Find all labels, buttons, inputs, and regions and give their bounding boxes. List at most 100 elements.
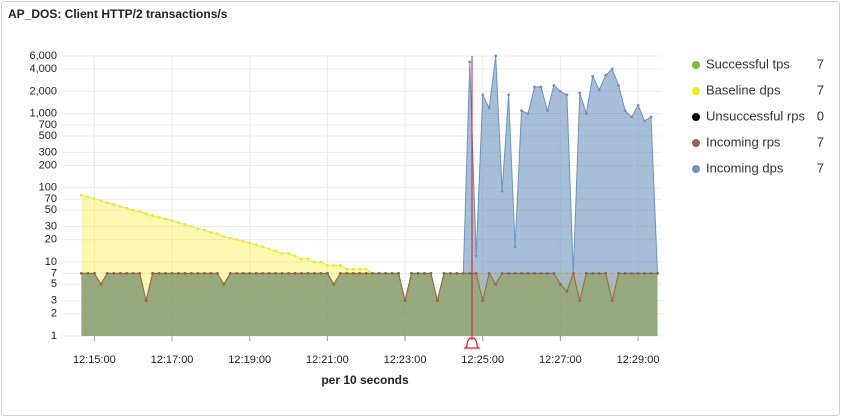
data-point (617, 271, 621, 275)
series-area (81, 273, 658, 336)
data-point (306, 257, 310, 261)
data-point (105, 271, 109, 275)
legend-swatch (692, 139, 700, 147)
legend-value: 7 (817, 56, 824, 71)
data-point (287, 252, 290, 255)
legend-value: 7 (817, 160, 824, 175)
series-area (81, 273, 658, 336)
data-point (248, 241, 252, 245)
data-point (300, 271, 303, 275)
data-point (144, 299, 148, 303)
data-point (170, 271, 174, 275)
alert-bell (463, 337, 481, 349)
data-point (494, 282, 498, 286)
data-point (597, 271, 601, 275)
data-point (319, 260, 323, 264)
data-point (274, 249, 277, 253)
data-point (513, 245, 517, 249)
data-point (157, 271, 161, 275)
x-tick-label: 12:15:00 (73, 354, 116, 366)
data-point (507, 93, 511, 97)
data-point (338, 271, 342, 275)
data-point (80, 271, 83, 275)
y-tick-label: 700 (39, 119, 57, 131)
data-point (248, 271, 252, 275)
y-tick-label: 2,000 (29, 85, 57, 97)
data-point (202, 228, 206, 232)
data-point (643, 271, 646, 275)
data-point (325, 271, 329, 275)
data-point (474, 271, 478, 275)
data-point (287, 271, 290, 275)
legend-item[interactable]: Successful tps 7 (692, 56, 824, 71)
legend-item[interactable]: Incoming rps 7 (692, 134, 824, 149)
data-point (92, 271, 96, 275)
data-point (578, 91, 582, 95)
data-point (261, 271, 265, 275)
data-point (546, 109, 549, 113)
data-point (131, 271, 135, 275)
data-point (455, 271, 459, 275)
data-point (215, 232, 219, 236)
data-point (254, 243, 258, 247)
y-tick-label: 500 (39, 130, 57, 142)
legend-value: 0 (817, 108, 824, 123)
data-point (319, 271, 323, 275)
data-point (222, 235, 226, 238)
data-point (351, 267, 355, 271)
data-point (164, 271, 167, 275)
data-point (377, 271, 381, 275)
y-tick-label: 20 (45, 233, 57, 245)
data-point (494, 54, 498, 58)
data-point (118, 205, 122, 208)
data-point (546, 271, 549, 275)
data-point (345, 271, 349, 275)
y-tick-label: 200 (39, 159, 57, 171)
data-point (610, 67, 614, 71)
data-point (267, 271, 271, 275)
data-point (300, 257, 303, 261)
data-point (338, 263, 342, 267)
data-point (80, 193, 83, 197)
data-point (461, 271, 465, 275)
data-point (390, 271, 394, 275)
y-tick-label: 6,000 (29, 50, 57, 62)
data-point (520, 271, 523, 275)
data-point (552, 271, 556, 275)
chart-title: AP_DOS: Client HTTP/2 transactions/s (8, 7, 228, 21)
legend-label: Successful tps (706, 56, 790, 71)
data-point (520, 109, 523, 113)
data-point (196, 227, 200, 231)
data-point (183, 271, 187, 275)
data-point (280, 271, 284, 275)
data-point (533, 271, 536, 275)
y-tick-label: 3 (51, 295, 57, 307)
legend-item[interactable]: Unsuccessful rps 0 (692, 108, 824, 123)
y-tick-label: 7 (51, 267, 57, 279)
data-point (500, 271, 504, 275)
data-point (86, 195, 90, 199)
data-point (578, 299, 582, 303)
x-axis-label: per 10 seconds (321, 373, 409, 387)
series-area (81, 56, 658, 336)
data-point (351, 271, 355, 275)
data-point (112, 271, 116, 275)
data-point (118, 271, 122, 275)
data-point (474, 254, 478, 258)
data-point (565, 93, 569, 97)
data-point (591, 271, 595, 275)
legend-swatch (692, 87, 700, 95)
data-point (526, 112, 530, 116)
data-point (228, 271, 232, 275)
data-point (617, 84, 621, 87)
legend-item[interactable]: Baseline dps 7 (692, 82, 824, 97)
legend-item[interactable]: Incoming dps 7 (692, 160, 824, 175)
data-point (202, 271, 206, 275)
data-point (144, 212, 148, 215)
data-point (254, 271, 258, 275)
data-point (138, 210, 142, 213)
data-point (112, 202, 116, 206)
data-point (623, 109, 627, 113)
data-point (125, 206, 129, 210)
